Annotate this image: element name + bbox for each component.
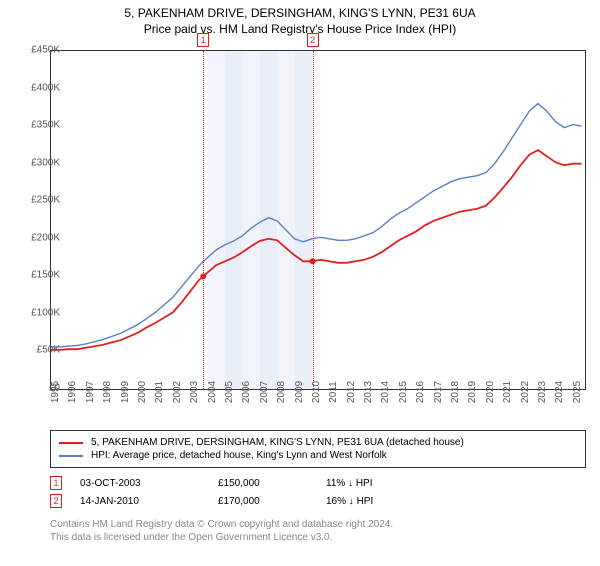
sale-price: £170,000 [218,496,308,507]
sale-marker-line [313,51,314,389]
x-axis-label: 2007 [259,381,270,403]
x-axis-label: 2016 [415,381,426,403]
y-axis-label: £450K [12,45,60,56]
x-axis-label: 1998 [102,381,113,403]
legend-row: HPI: Average price, detached house, King… [59,450,577,461]
sale-badge: 1 [50,476,62,490]
chart-title-line2: Price paid vs. HM Land Registry's House … [0,22,600,36]
x-axis-label: 2022 [520,381,531,403]
x-axis-label: 2005 [224,381,235,403]
sale-delta: 11% ↓ HPI [326,478,416,489]
x-axis-label: 2001 [154,381,165,403]
x-axis-label: 1997 [85,381,96,403]
y-axis-label: £400K [12,82,60,93]
y-axis-label: £250K [12,195,60,206]
x-axis-label: 2006 [241,381,252,403]
x-axis-label: 2011 [328,381,339,403]
sale-date: 14-JAN-2010 [80,496,200,507]
x-axis-label: 2021 [502,381,513,403]
sale-marker-badge: 1 [197,33,209,47]
x-axis-label: 2010 [311,381,322,403]
y-axis-label: £350K [12,120,60,131]
y-axis-label: £200K [12,232,60,243]
chart-legend: 5, PAKENHAM DRIVE, DERSINGHAM, KING'S LY… [50,430,586,468]
sale-row: 1 03-OCT-2003 £150,000 11% ↓ HPI [50,476,586,490]
attribution-line: This data is licensed under the Open Gov… [50,531,586,544]
sale-price: £150,000 [218,478,308,489]
x-axis-label: 2003 [189,381,200,403]
sale-delta: 16% ↓ HPI [326,496,416,507]
sales-table: 1 03-OCT-2003 £150,000 11% ↓ HPI 2 14-JAN-201… [50,472,586,512]
x-axis-label: 2012 [346,381,357,403]
x-axis-label: 2004 [207,381,218,403]
legend-row: 5, PAKENHAM DRIVE, DERSINGHAM, KING'S LY… [59,437,577,448]
legend-swatch [59,455,83,457]
sale-badge: 2 [50,494,62,508]
x-axis-label: 2015 [398,381,409,403]
y-axis-label: £300K [12,157,60,168]
x-axis-label: 2014 [380,381,391,403]
x-axis-label: 2018 [450,381,461,403]
legend-swatch [59,442,83,444]
sale-row: 2 14-JAN-2010 £170,000 16% ↓ HPI [50,494,586,508]
x-axis-label: 1996 [67,381,78,403]
chart-plot-area: 12 [50,50,586,390]
chart-lines [51,51,585,389]
series-hpi [51,104,582,347]
x-axis-label: 2024 [554,381,565,403]
x-axis-label: 2020 [485,381,496,403]
legend-label: HPI: Average price, detached house, King… [91,450,387,461]
x-axis-label: 1999 [120,381,131,403]
x-axis-label: 2019 [467,381,478,403]
x-axis-label: 2013 [363,381,374,403]
sale-date: 03-OCT-2003 [80,478,200,489]
x-axis-label: 2025 [572,381,583,403]
x-axis-label: 2008 [276,381,287,403]
x-axis-label: 2002 [172,381,183,403]
x-axis-label: 2009 [294,381,305,403]
sale-marker-badge: 2 [307,33,319,47]
x-axis-label: 2023 [537,381,548,403]
legend-label: 5, PAKENHAM DRIVE, DERSINGHAM, KING'S LY… [91,437,464,448]
y-axis-label: £150K [12,270,60,281]
x-axis-label: 2000 [137,381,148,403]
x-axis-label: 1995 [50,381,61,403]
attribution: Contains HM Land Registry data © Crown c… [50,518,586,544]
chart-title-line1: 5, PAKENHAM DRIVE, DERSINGHAM, KING'S LY… [0,6,600,20]
y-axis-label: £100K [12,307,60,318]
attribution-line: Contains HM Land Registry data © Crown c… [50,518,586,531]
y-axis-label: £50K [12,345,60,356]
series-price_paid [51,150,582,350]
x-axis-label: 2017 [433,381,444,403]
sale-marker-line [203,51,204,389]
